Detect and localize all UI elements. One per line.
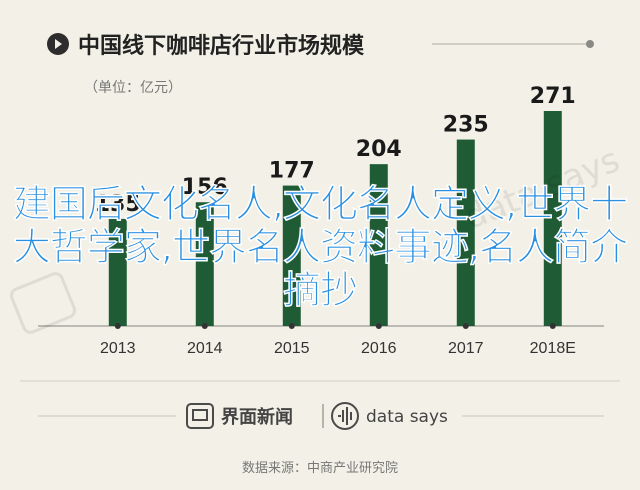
data-source: 数据来源：中商产业研究院 — [242, 461, 398, 476]
value-label-2014: 156 — [182, 175, 228, 200]
bar-2017 — [456, 139, 475, 326]
title-arrow-icon — [55, 39, 62, 49]
bar-2018E — [543, 111, 562, 326]
tick-dot-2015 — [288, 323, 295, 329]
datasays-wave-icon — [338, 407, 352, 425]
watermark: data says — [9, 140, 625, 334]
datasays-logo-icon — [331, 402, 359, 430]
bar-2016 — [369, 164, 388, 326]
x-tick-2016: 2016 — [361, 340, 397, 357]
value-label-2017: 235 — [443, 113, 489, 138]
value-label-2018E: 271 — [530, 84, 576, 109]
jiemian-logo-inner-icon — [192, 409, 208, 421]
x-tick-2013: 2013 — [100, 340, 136, 357]
value-label-2016: 204 — [356, 137, 402, 162]
bar-2015 — [282, 185, 301, 326]
value-label-2015: 177 — [269, 159, 315, 184]
unit-label: （单位：亿元） — [84, 80, 182, 96]
bars: 135 2013 156 2014 177 2015 204 2016 235 2017 271 20… — [95, 84, 576, 357]
x-tick-2017: 2017 — [448, 340, 484, 357]
tick-dot-2016 — [375, 323, 382, 329]
tick-dot-2017 — [462, 323, 469, 329]
value-label-2013: 135 — [95, 192, 141, 217]
bar-2014 — [195, 202, 214, 326]
chart-title: 中国线下咖啡店行业市场规模 — [78, 33, 365, 59]
footer-brand-text: data says — [366, 407, 448, 427]
tick-dot-2014 — [201, 323, 208, 329]
footer-logo-text: 界面新闻 — [221, 406, 293, 428]
x-tick-2014: 2014 — [187, 340, 223, 357]
bar-2013 — [108, 218, 127, 326]
watermark-logo-icon — [9, 272, 77, 334]
watermark-brand: data says — [458, 140, 625, 238]
title-rule-end — [586, 40, 594, 48]
x-tick-2015: 2015 — [274, 340, 310, 357]
jiemian-logo-icon — [186, 403, 214, 429]
tick-dot-2018E — [549, 323, 556, 329]
tick-dot-2013 — [114, 323, 121, 329]
x-tick-2018E: 2018E — [530, 340, 576, 357]
